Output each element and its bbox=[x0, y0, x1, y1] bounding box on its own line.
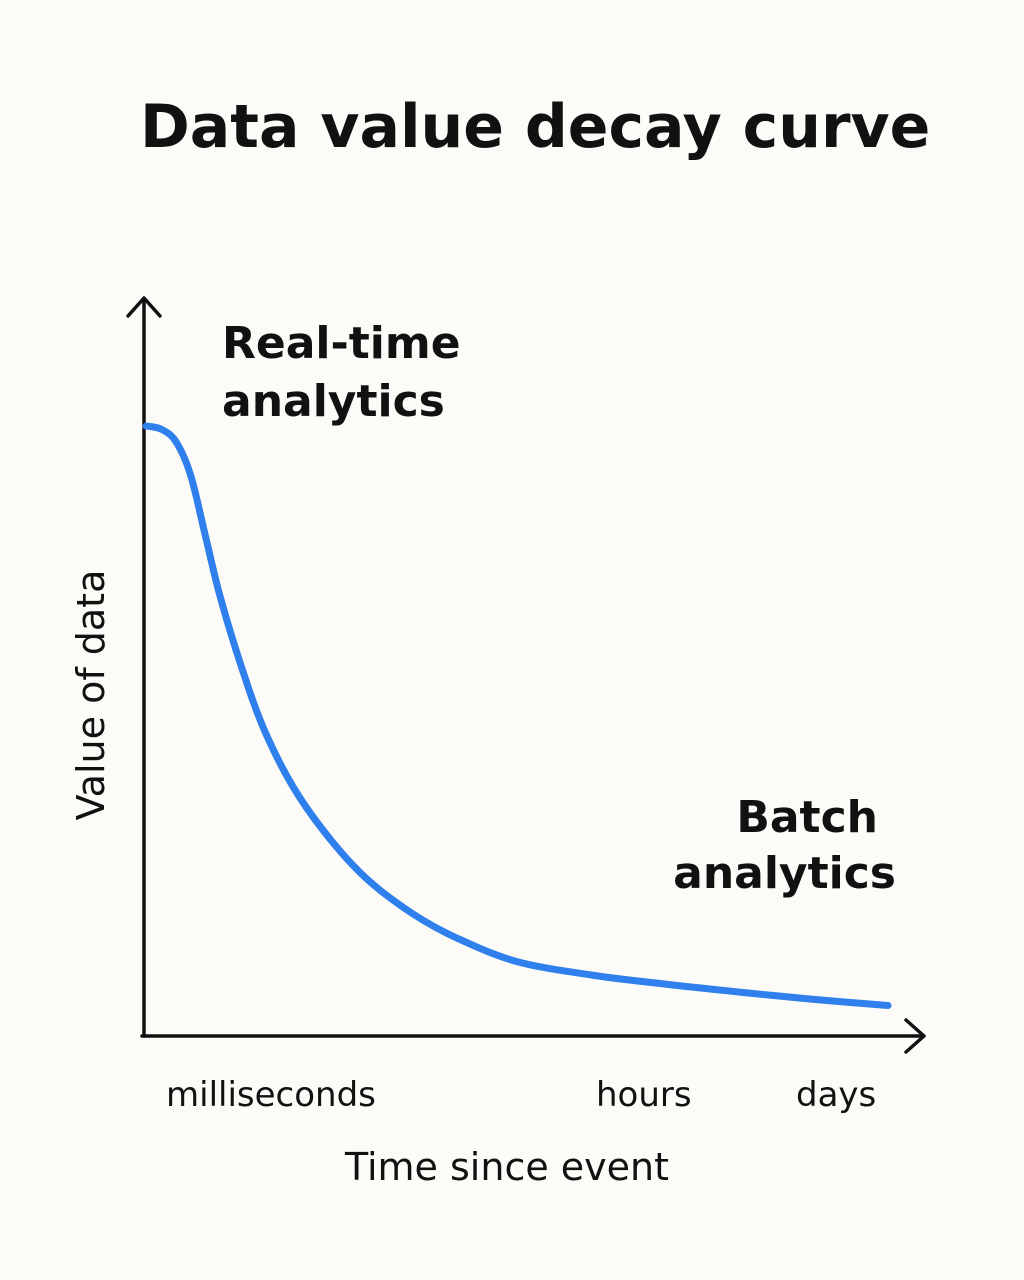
annotation-realtime-line2: analytics bbox=[222, 376, 445, 427]
x-axis-label: Time since event bbox=[344, 1145, 669, 1189]
y-axis-arrow-icon bbox=[126, 296, 162, 318]
x-tick-label-milliseconds: milliseconds bbox=[166, 1075, 376, 1115]
annotation-realtime-line1: Real-time bbox=[222, 318, 461, 369]
x-tick-label-hours: hours bbox=[596, 1075, 692, 1115]
x-axis-arrow-icon bbox=[904, 1018, 926, 1054]
annotation-batch-line1: Batch bbox=[736, 792, 878, 843]
x-tick-label-days: days bbox=[796, 1075, 876, 1115]
annotation-batch-line2: analytics bbox=[673, 848, 896, 899]
y-axis-label: Value of data bbox=[69, 570, 113, 821]
chart-title: Data value decay curve bbox=[140, 92, 930, 162]
series-line-value bbox=[142, 422, 892, 1009]
